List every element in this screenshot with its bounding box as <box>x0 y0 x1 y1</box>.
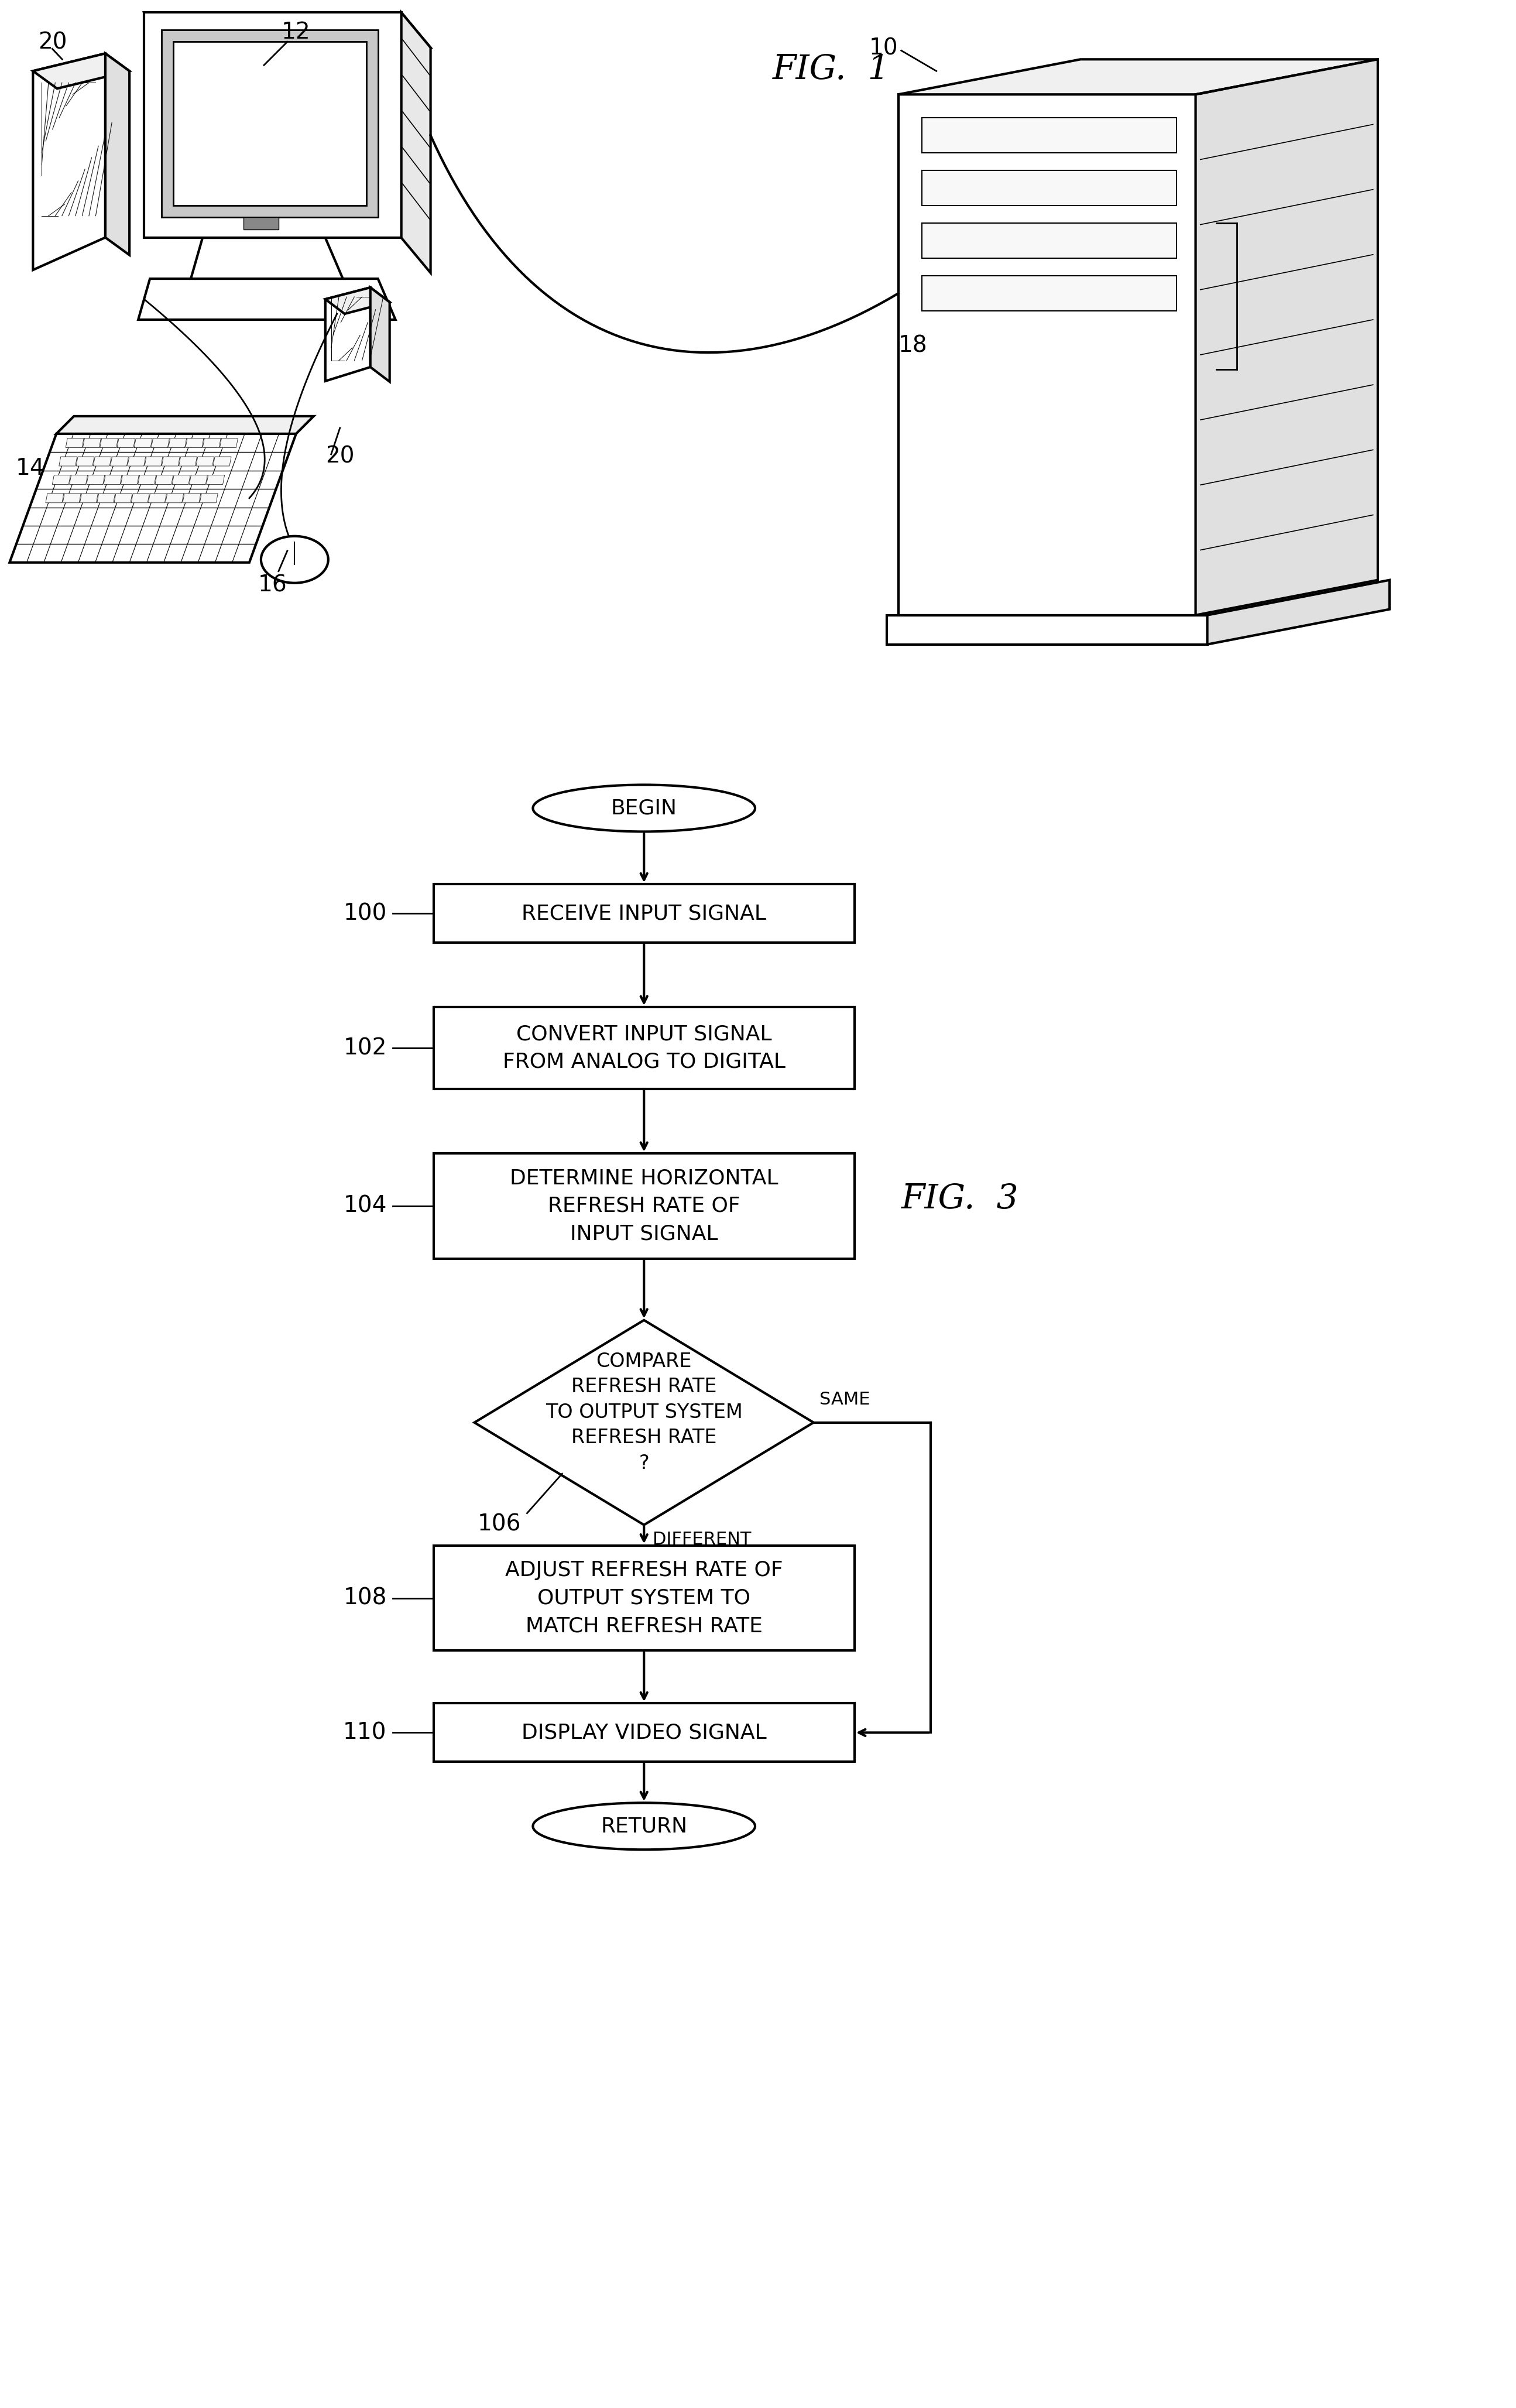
Polygon shape <box>190 474 208 484</box>
Polygon shape <box>326 287 370 380</box>
Polygon shape <box>1207 580 1390 645</box>
Polygon shape <box>899 60 1378 94</box>
Text: DISPLAY VIDEO SIGNAL: DISPLAY VIDEO SIGNAL <box>522 1722 767 1743</box>
Polygon shape <box>165 494 183 503</box>
Polygon shape <box>138 474 156 484</box>
Text: 10: 10 <box>869 36 899 60</box>
Polygon shape <box>59 458 77 467</box>
Text: FIG.  1: FIG. 1 <box>773 53 890 87</box>
Polygon shape <box>1196 60 1378 614</box>
Polygon shape <box>80 494 99 503</box>
Polygon shape <box>105 53 129 255</box>
Polygon shape <box>922 171 1176 205</box>
Polygon shape <box>53 474 70 484</box>
Polygon shape <box>97 494 115 503</box>
Polygon shape <box>179 458 197 467</box>
Polygon shape <box>114 494 132 503</box>
Polygon shape <box>244 217 279 229</box>
Polygon shape <box>922 277 1176 311</box>
Polygon shape <box>121 474 139 484</box>
Polygon shape <box>86 474 105 484</box>
Polygon shape <box>149 494 167 503</box>
Text: 108: 108 <box>343 1587 387 1609</box>
Polygon shape <box>206 474 224 484</box>
FancyBboxPatch shape <box>434 1007 855 1088</box>
Polygon shape <box>203 438 221 448</box>
Text: 20: 20 <box>38 31 67 53</box>
Text: 100: 100 <box>343 903 387 925</box>
Polygon shape <box>70 474 88 484</box>
Text: 12: 12 <box>282 22 311 43</box>
Polygon shape <box>111 458 129 467</box>
Polygon shape <box>144 12 431 48</box>
Polygon shape <box>117 438 135 448</box>
Polygon shape <box>162 29 377 217</box>
Text: DETERMINE HORIZONTAL
REFRESH RATE OF
INPUT SIGNAL: DETERMINE HORIZONTAL REFRESH RATE OF INP… <box>509 1168 778 1245</box>
Ellipse shape <box>534 1804 755 1849</box>
Text: 102: 102 <box>343 1038 387 1060</box>
Polygon shape <box>144 12 402 238</box>
Polygon shape <box>182 494 200 503</box>
Polygon shape <box>135 438 152 448</box>
Polygon shape <box>155 474 173 484</box>
Polygon shape <box>33 53 105 270</box>
Polygon shape <box>138 279 396 320</box>
Polygon shape <box>899 94 1196 614</box>
Polygon shape <box>922 118 1176 154</box>
Text: FIG.  3: FIG. 3 <box>901 1182 1019 1216</box>
FancyBboxPatch shape <box>434 1702 855 1763</box>
Polygon shape <box>162 458 180 467</box>
Polygon shape <box>45 494 64 503</box>
Polygon shape <box>33 53 129 89</box>
Polygon shape <box>9 433 296 563</box>
Text: 110: 110 <box>343 1722 387 1743</box>
Polygon shape <box>887 614 1207 645</box>
Text: SAME: SAME <box>819 1392 870 1409</box>
Polygon shape <box>191 238 343 279</box>
Polygon shape <box>127 458 146 467</box>
FancyBboxPatch shape <box>434 1546 855 1652</box>
Polygon shape <box>326 287 390 313</box>
Polygon shape <box>94 458 111 467</box>
Polygon shape <box>475 1320 814 1524</box>
Text: 104: 104 <box>343 1194 387 1216</box>
Polygon shape <box>152 438 170 448</box>
Text: 20: 20 <box>326 445 355 467</box>
Polygon shape <box>173 474 191 484</box>
Polygon shape <box>144 458 162 467</box>
Text: CONVERT INPUT SIGNAL
FROM ANALOG TO DIGITAL: CONVERT INPUT SIGNAL FROM ANALOG TO DIGI… <box>503 1023 785 1072</box>
Ellipse shape <box>261 537 329 583</box>
Text: ADJUST REFRESH RATE OF
OUTPUT SYSTEM TO
MATCH REFRESH RATE: ADJUST REFRESH RATE OF OUTPUT SYSTEM TO … <box>505 1560 782 1635</box>
Polygon shape <box>76 458 94 467</box>
Text: 18: 18 <box>899 335 928 356</box>
Polygon shape <box>214 458 232 467</box>
Polygon shape <box>185 438 203 448</box>
FancyBboxPatch shape <box>434 884 855 944</box>
Text: 106: 106 <box>478 1512 522 1536</box>
Polygon shape <box>65 438 83 448</box>
Text: 16: 16 <box>258 573 287 597</box>
Polygon shape <box>132 494 150 503</box>
Text: BEGIN: BEGIN <box>611 797 678 819</box>
Polygon shape <box>922 224 1176 258</box>
Polygon shape <box>103 474 121 484</box>
Ellipse shape <box>534 785 755 831</box>
Polygon shape <box>200 494 218 503</box>
Polygon shape <box>173 41 367 205</box>
Polygon shape <box>370 287 390 383</box>
Polygon shape <box>62 494 80 503</box>
Polygon shape <box>83 438 102 448</box>
Polygon shape <box>220 438 238 448</box>
Text: COMPARE
REFRESH RATE
TO OUTPUT SYSTEM
REFRESH RATE
?: COMPARE REFRESH RATE TO OUTPUT SYSTEM RE… <box>546 1351 743 1474</box>
FancyBboxPatch shape <box>434 1153 855 1259</box>
Text: RETURN: RETURN <box>600 1816 687 1837</box>
Polygon shape <box>100 438 118 448</box>
Polygon shape <box>168 438 186 448</box>
Polygon shape <box>196 458 214 467</box>
Polygon shape <box>56 417 314 433</box>
Polygon shape <box>402 12 431 272</box>
Text: RECEIVE INPUT SIGNAL: RECEIVE INPUT SIGNAL <box>522 903 766 922</box>
Text: 14: 14 <box>15 458 44 479</box>
Text: DIFFERENT: DIFFERENT <box>653 1531 752 1548</box>
